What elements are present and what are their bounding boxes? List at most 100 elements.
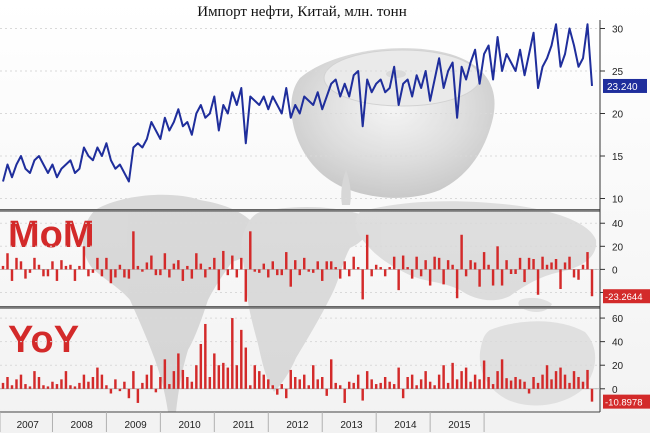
- yoy-bar: [235, 365, 239, 389]
- mom-bar: [141, 269, 144, 272]
- europe-africa-shape: [241, 206, 369, 392]
- yoy-bars: [1, 318, 594, 403]
- mom-bar: [105, 257, 108, 270]
- mom-bar: [46, 269, 50, 277]
- mom-bar: [69, 264, 72, 270]
- mom-bar: [289, 269, 292, 287]
- mom-bar: [213, 257, 216, 270]
- mom-bar: [87, 269, 90, 277]
- mom-bar: [356, 267, 360, 270]
- yoy-bar: [271, 385, 274, 389]
- yoy-bar: [536, 382, 540, 389]
- yoy-bar: [285, 388, 288, 399]
- yoy-bar: [222, 362, 225, 389]
- top-last-value-label: 23.240: [607, 82, 638, 93]
- mom-bar: [123, 269, 126, 278]
- yoy-bar: [280, 384, 283, 389]
- yoy-bar: [96, 367, 99, 389]
- mom-bar: [316, 261, 319, 270]
- yoy-bar: [365, 371, 369, 389]
- mom-bar: [118, 264, 122, 270]
- yoy-bar: [392, 384, 396, 389]
- mom-bar: [100, 269, 104, 277]
- mom-bar: [334, 267, 337, 270]
- mom-bar: [581, 264, 585, 270]
- yoy-bar: [487, 377, 490, 389]
- mom-bar: [365, 234, 369, 270]
- yoy-bar: [15, 379, 18, 389]
- yoy-bar: [419, 379, 423, 389]
- mom-bar: [338, 269, 342, 279]
- mom-bar: [204, 269, 207, 278]
- mom-bar: [460, 234, 463, 270]
- yoy-bar: [586, 369, 589, 389]
- yoy-bar: [527, 388, 531, 394]
- mom-bar: [487, 264, 490, 270]
- yoy-bar: [518, 379, 522, 389]
- mom-bar: [554, 259, 558, 270]
- year-label: 2012: [286, 420, 309, 431]
- yoy-bar: [55, 384, 59, 389]
- yoy-bar: [491, 384, 495, 389]
- year-label: 2013: [340, 420, 363, 431]
- yoy-bar: [213, 353, 216, 389]
- yoy-bar: [329, 359, 333, 389]
- mom-bar: [343, 261, 346, 270]
- yoy-bar: [141, 382, 144, 389]
- mom-bar: [244, 269, 248, 302]
- yoy-bar: [321, 377, 324, 389]
- mom-bar: [154, 269, 158, 276]
- mom-bar: [267, 269, 270, 278]
- yoy-bar: [577, 377, 580, 389]
- yoy-bar: [473, 374, 477, 389]
- australia-shape: [479, 321, 596, 406]
- mom-bar: [424, 260, 427, 270]
- mom-bar: [60, 260, 63, 270]
- mom-bar: [10, 269, 14, 281]
- mom-bar: [428, 269, 432, 286]
- yoy-bar: [482, 360, 486, 389]
- yoy-bar: [186, 377, 189, 389]
- yoy-bar: [347, 381, 351, 389]
- mom-bar: [446, 260, 450, 270]
- yoy-bar: [262, 374, 266, 389]
- yoy-bar: [568, 382, 571, 389]
- yoy-bar: [500, 359, 504, 389]
- yoy-bar: [154, 388, 158, 393]
- yoy-bar: [46, 386, 50, 389]
- mom-bar: [190, 269, 194, 279]
- mom-bar: [199, 263, 203, 270]
- yoy-bar: [244, 347, 248, 389]
- yoy-bar: [181, 369, 185, 389]
- yoy-bar: [240, 329, 243, 389]
- mom-bar: [523, 269, 526, 283]
- yoy-bar: [509, 380, 513, 389]
- yoy-bar: [428, 381, 432, 389]
- import-line-series: [2, 23, 593, 183]
- mom-bar: [172, 263, 176, 270]
- mom-bar: [78, 265, 81, 270]
- yoy-bar: [541, 374, 544, 389]
- mom-bar: [527, 257, 531, 270]
- mom-bar: [55, 269, 59, 281]
- mom-bar: [491, 269, 495, 286]
- mom-bar: [586, 252, 589, 270]
- mom-bar: [231, 255, 234, 270]
- top-tick-label: 25: [612, 67, 624, 78]
- yoy-bar: [19, 374, 23, 389]
- yoy-bar: [249, 385, 252, 389]
- mom-bar: [298, 269, 301, 276]
- mom-bar: [181, 269, 185, 281]
- yoy-bar: [325, 388, 328, 396]
- top-last-value-box: [603, 78, 647, 93]
- yoy-last-value-box: [603, 394, 650, 409]
- year-label: 2015: [448, 420, 471, 431]
- mom-bar: [568, 256, 571, 270]
- mom-bar: [19, 261, 23, 270]
- yoy-bar: [397, 367, 400, 389]
- yoy-bar: [159, 377, 162, 389]
- mom-bar: [258, 269, 261, 273]
- oil-drip: [341, 170, 351, 205]
- mom-bar: [478, 269, 481, 287]
- yoy-bar: [379, 382, 382, 389]
